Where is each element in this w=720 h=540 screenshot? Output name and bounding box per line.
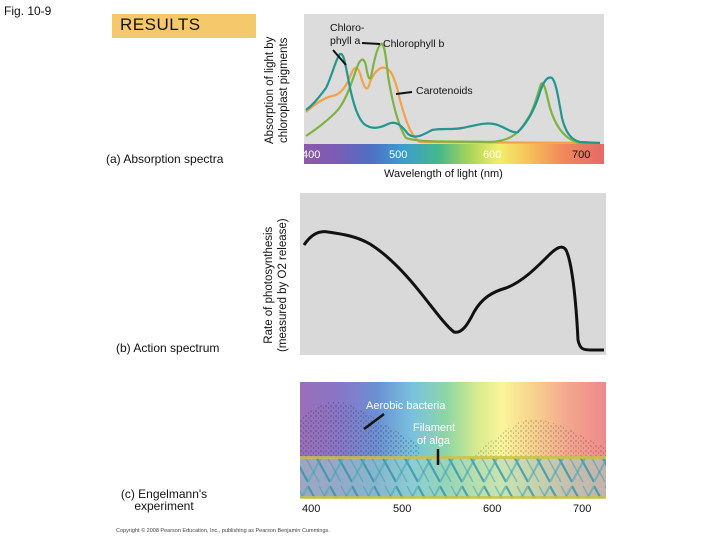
copyright-notice: Copyright © 2008 Pearson Education, Inc.…: [116, 528, 330, 534]
panel-c-label: (c) Engelmann's experiment: [116, 488, 212, 512]
action-spectrum-curve: [302, 230, 604, 352]
chlorophyll-a-label-line2: phyll a: [330, 35, 361, 47]
abs-xtick-500: 500: [389, 149, 407, 161]
bacteria-cluster-red: [470, 418, 606, 460]
filament-label-line2: of alga: [417, 435, 451, 447]
panel-c-label-line1: (c) Engelmann's: [120, 487, 208, 501]
carotenoids-curve: [305, 66, 601, 145]
abs-xtick-600: 600: [483, 149, 501, 161]
chlorophyll-a-pointer: [332, 49, 347, 66]
filament-label-line1: Filament: [413, 422, 455, 434]
results-label: RESULTS: [120, 15, 201, 34]
aerobic-bacteria-pointer: [363, 413, 385, 430]
chlorophyll-a-curve: [305, 52, 601, 145]
alga-filament: [300, 458, 606, 498]
results-banner: [112, 14, 256, 38]
filament-bottom-edge: [300, 496, 606, 499]
engelmann-xticks: 400 500 600 700: [302, 503, 591, 515]
c-xtick-700: 700: [573, 503, 591, 515]
abs-xtick-700: 700: [572, 149, 590, 161]
absorption-spectrum-bar: [304, 144, 604, 164]
chlorophyll-a-label-line1: Chloro-: [330, 22, 365, 34]
action-plot-area: [300, 193, 606, 355]
chlorophyll-b-label: Chlorophyll b: [383, 38, 444, 50]
absorption-xticks: 400 500 600 700: [302, 149, 590, 161]
bacteria-cluster-blue: [300, 401, 420, 460]
chlorophyll-b-pointer: [361, 42, 381, 45]
abs-xtick-400: 400: [302, 149, 320, 161]
carotenoids-label: Carotenoids: [416, 85, 473, 97]
panel-a-label: (a) Absorption spectra: [106, 152, 224, 166]
wavelength-axis-label: Wavelength of light (nm): [384, 168, 503, 180]
aerobic-bacteria-label: Aerobic bacteria: [366, 400, 446, 412]
c-xtick-600: 600: [483, 503, 501, 515]
carotenoids-pointer: [395, 91, 413, 95]
figure-label: Fig. 10-9: [4, 4, 52, 18]
c-xtick-400: 400: [302, 503, 320, 515]
panel-c-label-line2: experiment: [134, 499, 194, 513]
c-xtick-500: 500: [393, 503, 411, 515]
panel-b-label: (b) Action spectrum: [116, 341, 220, 355]
filament-top-edge: [300, 456, 606, 459]
chlorophyll-b-curve: [305, 42, 600, 145]
